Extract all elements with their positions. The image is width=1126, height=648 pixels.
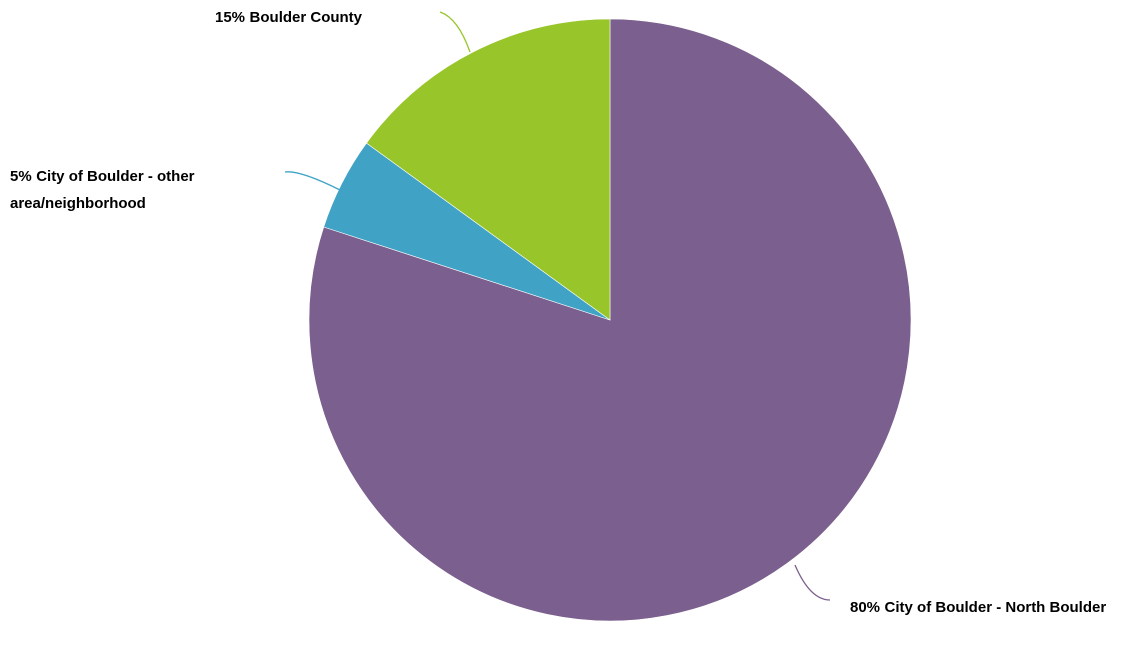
slice-label: 80% City of Boulder - North Boulder (850, 594, 1125, 621)
value-label: 15% (215, 9, 246, 26)
value-label: 5% (10, 168, 32, 185)
leader-line (439, 11, 471, 53)
leader-line (284, 171, 341, 191)
slices (308, 18, 912, 622)
category-label: City of Boulder - other area/neighborhoo… (10, 168, 195, 212)
slice-label: 15% Boulder County (215, 4, 362, 31)
category-label: Boulder County (249, 9, 363, 26)
pie-slice (366, 18, 611, 321)
leader-line (794, 564, 831, 601)
slice-label: 5% City of Boulder - other area/neighborh… (10, 163, 275, 217)
value-label: 80% (850, 599, 881, 616)
category-label: City of Boulder - North Boulder (884, 599, 1107, 616)
